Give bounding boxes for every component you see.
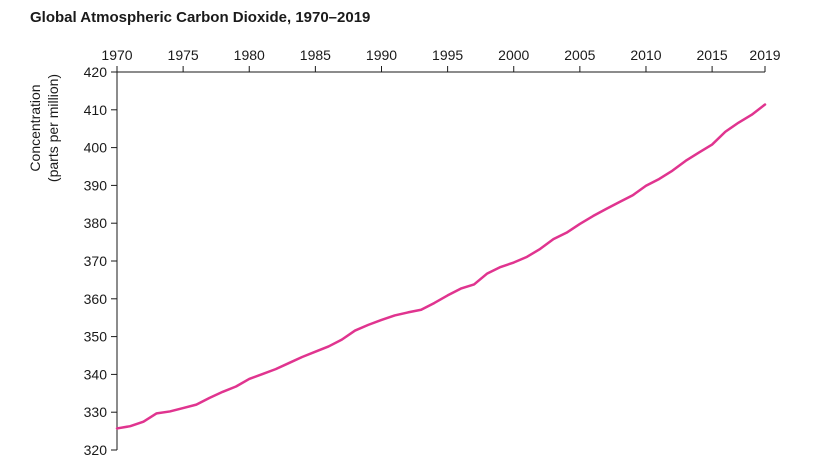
x-tick-label: 2005 <box>564 47 595 63</box>
co2-concentration-line <box>115 103 767 430</box>
x-tick-label: 1975 <box>168 47 199 63</box>
x-tick-label: 1985 <box>300 47 331 63</box>
x-tick-label: 2010 <box>630 47 661 63</box>
y-axis-subtitle: (parts per million) <box>45 74 61 182</box>
y-tick-label: 400 <box>84 140 108 156</box>
y-tick-label: 350 <box>84 329 108 345</box>
y-tick-label: 420 <box>84 64 108 80</box>
y-tick-label: 360 <box>84 291 108 307</box>
x-tick-label: 1990 <box>366 47 397 63</box>
chart-title: Global Atmospheric Carbon Dioxide, 1970–… <box>30 9 371 26</box>
y-axis-ticks: 320 330 340 350 360 370 380 390 400 410 420 <box>84 64 117 458</box>
x-tick-label: 1995 <box>432 47 463 63</box>
x-tick-label: 2000 <box>498 47 529 63</box>
series-layer <box>115 103 767 430</box>
y-tick-label: 390 <box>84 177 108 193</box>
y-tick-label: 380 <box>84 215 108 231</box>
y-tick-label: 330 <box>84 404 108 420</box>
y-axis-title: Concentration <box>27 84 43 171</box>
y-tick-label: 370 <box>84 253 108 269</box>
x-axis-ticks: 1970 1975 1980 1985 1990 1995 2000 2005 2010 2015… <box>101 47 781 72</box>
y-tick-label: 320 <box>84 442 108 458</box>
y-tick-label: 410 <box>84 102 108 118</box>
y-tick-label: 340 <box>84 366 108 382</box>
x-tick-label: 2019 <box>749 47 780 63</box>
x-tick-label: 1970 <box>101 47 132 63</box>
axes <box>116 71 765 450</box>
x-tick-label: 2015 <box>697 47 728 63</box>
x-tick-label: 1980 <box>234 47 265 63</box>
